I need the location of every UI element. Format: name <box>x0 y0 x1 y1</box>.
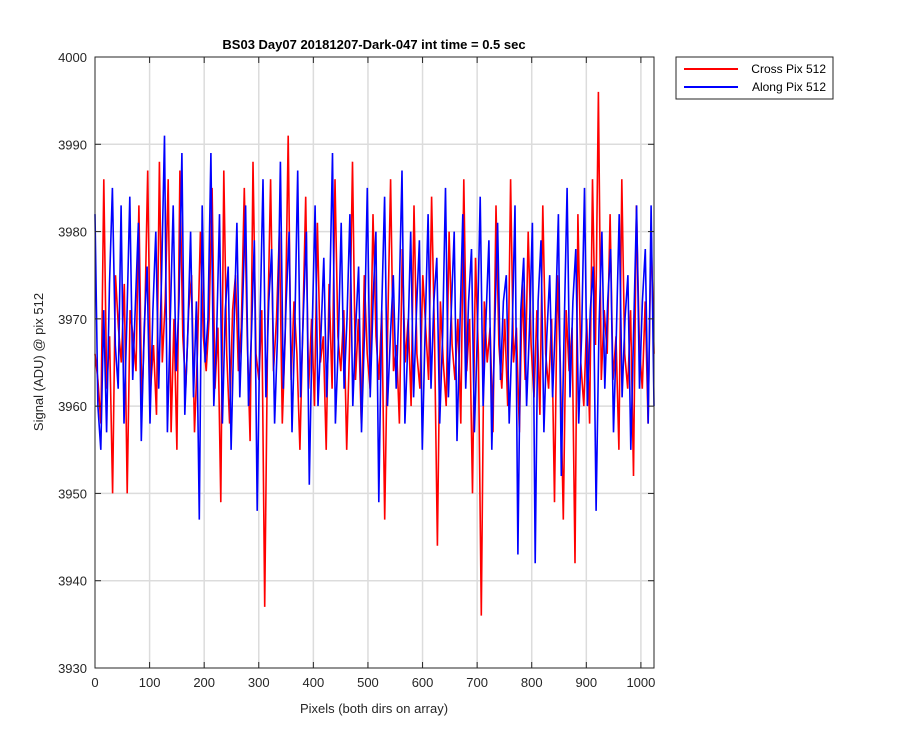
y-tick-label: 3930 <box>58 661 87 676</box>
y-tick-label: 3970 <box>58 312 87 327</box>
x-tick-label: 600 <box>412 675 434 690</box>
y-tick-label: 3960 <box>58 399 87 414</box>
legend-box <box>675 56 834 100</box>
x-tick-label: 500 <box>357 675 379 690</box>
y-tick-label: 3980 <box>58 225 87 240</box>
y-tick-label: 3940 <box>58 574 87 589</box>
x-tick-label: 900 <box>575 675 597 690</box>
y-tick-label: 3950 <box>58 486 87 501</box>
x-tick-label: 400 <box>303 675 325 690</box>
x-tick-label: 200 <box>193 675 215 690</box>
series-line-along-pix <box>94 135 655 564</box>
y-tick-label: 4000 <box>58 50 87 65</box>
x-tick-label: 700 <box>466 675 488 690</box>
x-tick-label: 300 <box>248 675 270 690</box>
series-layer <box>94 91 655 616</box>
axes-box <box>94 56 655 669</box>
y-axis-label: Signal (ADU) @ pix 512 <box>31 293 46 431</box>
legend: Cross Pix 512 Along Pix 512 <box>675 56 834 100</box>
chart-title: BS03 Day07 20181207-Dark-047 int time = … <box>222 37 525 52</box>
legend-label-cross: Cross Pix 512 <box>751 62 826 76</box>
ticks: 0 100 200 300 400 500 600 700 800 900 1000 3930 3940… <box>58 50 655 690</box>
y-tick-label: 3990 <box>58 137 87 152</box>
x-tick-label: 800 <box>521 675 543 690</box>
legend-label-along: Along Pix 512 <box>752 80 826 94</box>
x-tick-label: 0 <box>91 675 98 690</box>
x-axis-label: Pixels (both dirs on array) <box>300 701 448 716</box>
x-tick-label: 100 <box>139 675 161 690</box>
x-tick-label: 1000 <box>626 675 655 690</box>
